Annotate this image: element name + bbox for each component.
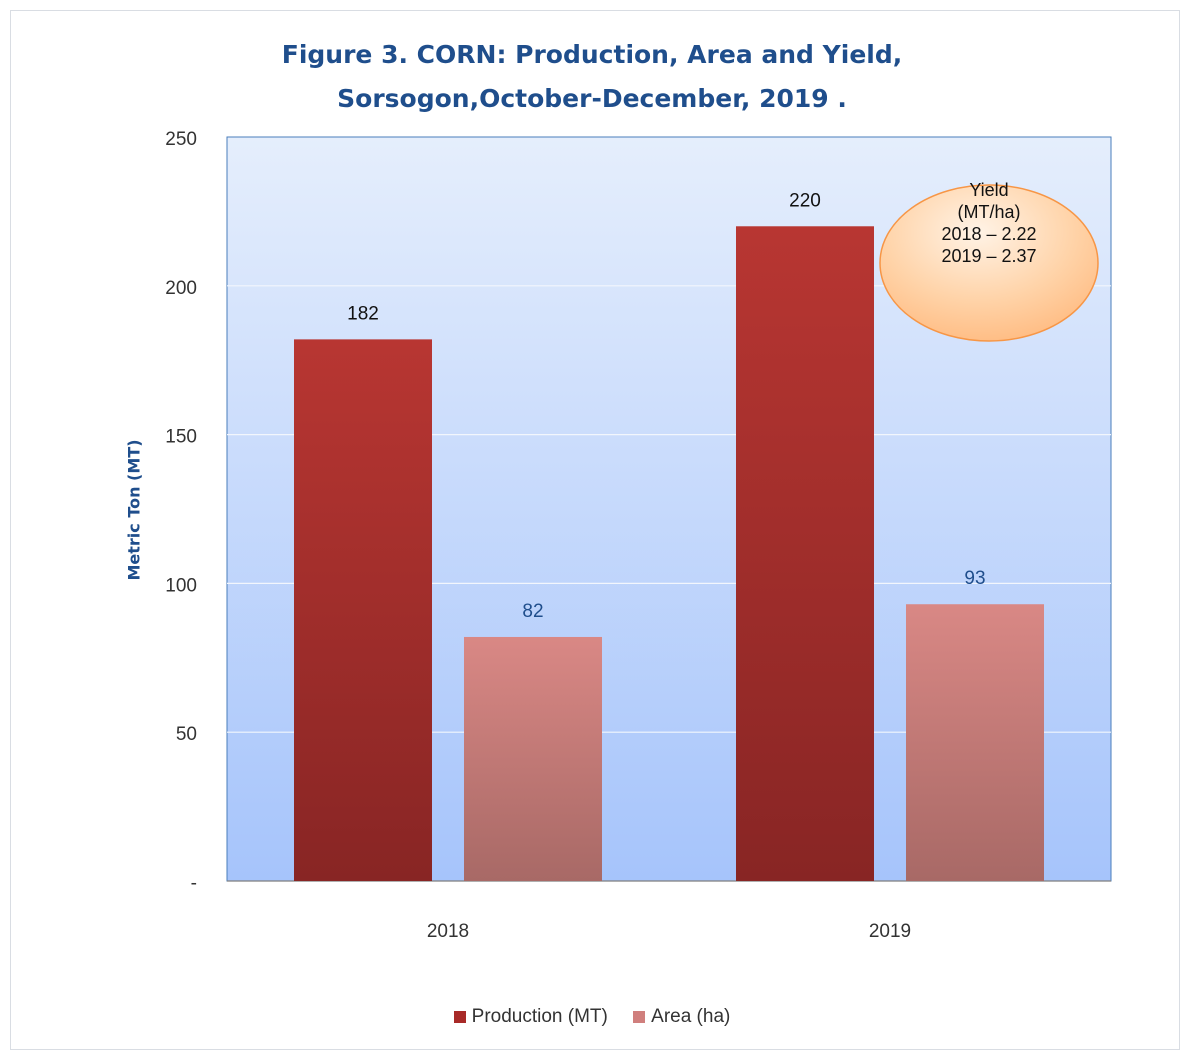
- chart-title-line-2: Sorsogon,October-December, 2019 .: [337, 84, 847, 113]
- legend-label-area: Area (ha): [651, 1006, 731, 1027]
- legend-swatch-area: [633, 1011, 646, 1023]
- y-axis-label: Metric Ton (MT): [124, 439, 144, 581]
- chart-title-line-1: Figure 3. CORN: Production, Area and Yie…: [281, 40, 903, 69]
- legend-label-production: Production (MT): [471, 1006, 608, 1027]
- legend-item-production: Production (MT): [453, 1006, 608, 1028]
- chart-frame: [10, 10, 1180, 1050]
- legend-item-area: Area (ha): [633, 1006, 730, 1028]
- legend: Production (MT) Area (ha): [0, 1006, 1184, 1029]
- legend-swatch-production: [453, 1011, 466, 1023]
